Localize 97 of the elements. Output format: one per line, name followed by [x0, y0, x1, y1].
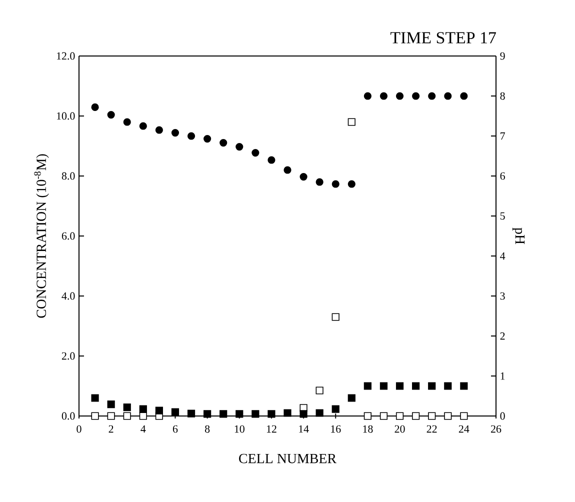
point [364, 92, 372, 100]
point [252, 410, 260, 418]
point [252, 149, 260, 157]
point [204, 410, 212, 418]
point [268, 410, 276, 418]
point [139, 412, 147, 420]
point [123, 412, 131, 420]
point [396, 412, 404, 420]
point [428, 92, 436, 100]
y2-tick-label: 3 [500, 292, 505, 300]
point [380, 412, 388, 420]
chart-title: TIME STEP 17 [390, 32, 496, 44]
point [460, 382, 468, 390]
x-tick-label: 20 [394, 425, 405, 433]
point [412, 412, 420, 420]
x-tick-label: 12 [266, 425, 276, 433]
point [284, 409, 292, 417]
point [380, 92, 388, 100]
point [428, 382, 436, 390]
point [171, 408, 180, 416]
x-tick-label: 8 [204, 425, 210, 433]
x-tick-label: 0 [76, 425, 82, 433]
x-tick-label: 14 [299, 425, 309, 433]
y2-tick-label: 0 [500, 412, 505, 420]
point [316, 386, 324, 394]
y2-tick-label: 8 [500, 92, 505, 100]
point [284, 166, 292, 174]
point [396, 382, 404, 390]
point [236, 410, 244, 418]
x-tick-label: 22 [426, 425, 437, 433]
point [204, 135, 212, 143]
point [300, 173, 308, 181]
point [123, 118, 131, 126]
point [444, 92, 452, 100]
point [187, 132, 196, 140]
point [412, 92, 420, 100]
y-tick-label: 4.0 [62, 292, 75, 300]
y-tick-label: 2.0 [62, 352, 75, 360]
point [332, 405, 340, 413]
y2-tick-label: 1 [500, 372, 505, 380]
y2-tick-label: 5 [500, 212, 505, 220]
y2-axis-title: pH [512, 228, 525, 244]
x-tick-label: 16 [331, 425, 341, 433]
point [107, 412, 115, 420]
point [91, 412, 99, 420]
x-tick-label: 6 [172, 425, 178, 433]
x-tick-label: 10 [234, 425, 244, 433]
x-tick-label: 4 [140, 425, 146, 433]
point [348, 118, 356, 126]
point [396, 92, 404, 100]
point [139, 122, 147, 130]
point [412, 382, 420, 390]
point [380, 382, 388, 390]
point [348, 180, 356, 188]
y-tick-label: 8.0 [62, 172, 75, 180]
point [444, 382, 452, 390]
y2-tick-label: 2 [500, 332, 505, 340]
x-tick-label: 26 [491, 425, 502, 433]
point [220, 139, 228, 147]
point [268, 156, 276, 164]
point [236, 143, 244, 151]
point [460, 412, 468, 420]
point [107, 111, 115, 119]
point [364, 382, 372, 390]
point [220, 410, 228, 418]
y-tick-label: 10.0 [56, 112, 75, 120]
point [171, 129, 180, 137]
point [91, 103, 99, 111]
point [155, 406, 163, 414]
point [107, 400, 115, 408]
point [123, 404, 131, 412]
y2-tick-label: 6 [500, 172, 505, 180]
point [460, 92, 468, 100]
x-tick-label: 2 [108, 425, 114, 433]
y2-tick-label: 9 [500, 52, 505, 60]
point [316, 409, 324, 417]
x-tick-label: 24 [458, 425, 470, 433]
point [332, 313, 340, 321]
y-axis-title: CONCENTRATION (10$^{-8}$M) [34, 154, 49, 318]
point [332, 180, 340, 188]
point [187, 410, 196, 418]
point [364, 412, 372, 420]
x-tick-label: 18 [363, 425, 373, 433]
point [428, 412, 436, 420]
y2-tick-label: 7 [500, 132, 505, 140]
point [444, 412, 452, 420]
point [348, 394, 356, 402]
y-tick-label: 0.0 [62, 412, 75, 420]
y2-tick-label: 4 [500, 252, 506, 260]
point [155, 126, 163, 134]
x-axis-title: CELL NUMBER [239, 454, 336, 464]
y-tick-label: 12.0 [56, 52, 75, 60]
y-tick-label: 6.0 [62, 232, 75, 240]
point [91, 394, 99, 402]
point [139, 405, 147, 413]
point [316, 178, 324, 186]
point [300, 410, 308, 418]
